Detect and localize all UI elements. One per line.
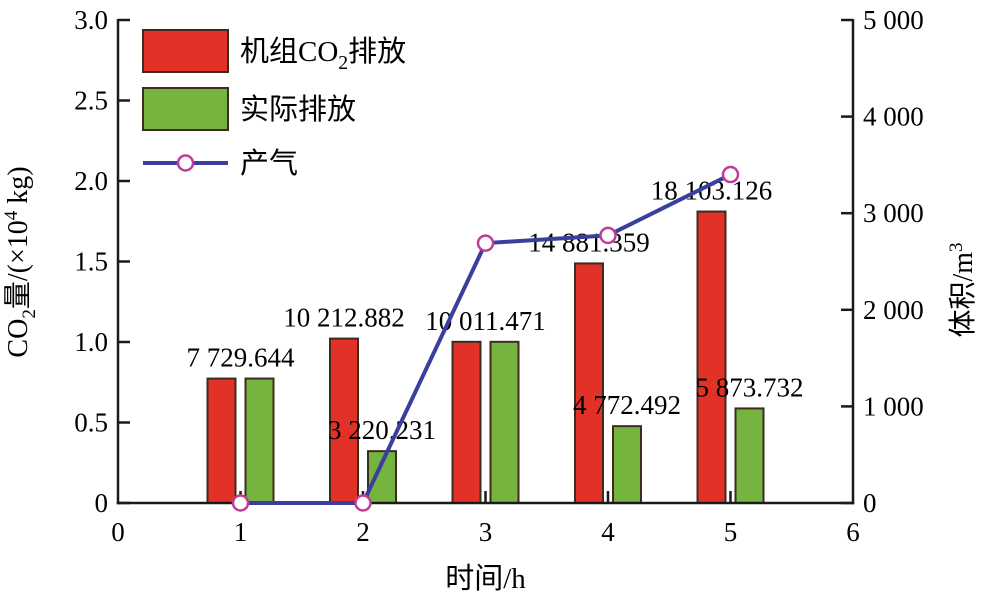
x-tick-label: 6 (846, 517, 860, 547)
right-tick-label: 5 000 (863, 5, 924, 35)
y-axis-label-left: CO2量/(×104 kg) (1, 166, 40, 357)
x-tick-label: 2 (356, 517, 370, 547)
legend-label-actual: 实际排放 (240, 93, 356, 126)
right-tick-label: 4 000 (863, 102, 924, 132)
bar-value-label: 18 103.126 (651, 176, 773, 206)
bar-value-label: 10 212.882 (283, 303, 405, 333)
legend-label-gas: 产气 (240, 147, 298, 180)
x-tick-label: 1 (234, 517, 248, 547)
bar-value-label: 3 220.231 (328, 415, 436, 445)
gas-production-marker (476, 234, 495, 252)
left-tick-label: 2.5 (74, 86, 108, 116)
bar-value-label: 4 772.492 (573, 390, 681, 420)
legend-swatch-gas-marker (176, 154, 195, 172)
gas-production-marker (231, 494, 250, 512)
x-tick-label: 0 (111, 517, 125, 547)
bar-unit-co2-x4 (574, 262, 604, 504)
legend-swatch-actual (142, 87, 229, 131)
bar-actual-x5 (734, 407, 765, 505)
bar-value-label: 5 873.732 (696, 372, 804, 402)
bar-value-label: 7 729.644 (187, 343, 296, 373)
left-tick-label: 2.0 (74, 166, 108, 196)
legend-swatch-unit-co2 (142, 29, 229, 73)
bar-unit-co2-x3 (451, 340, 482, 504)
bar-actual-x3 (489, 340, 520, 504)
gas-production-marker (721, 165, 740, 184)
bar-unit-co2-x5 (696, 210, 727, 504)
bar-value-label: 14 881.359 (528, 227, 650, 257)
y-axis-label-right: 体积/m3 (946, 242, 979, 337)
x-tick-label: 3 (479, 517, 493, 547)
bar-actual-x4 (612, 425, 642, 504)
x-axis-label: 时间/h (445, 562, 526, 595)
bar-actual-x1 (244, 377, 275, 504)
gas-production-line (240, 172, 732, 505)
gas-production-marker (599, 226, 617, 245)
left-tick-label: 0 (95, 488, 109, 518)
legend-label-unit-co2: 机组CO2排放 (240, 35, 406, 74)
gas-production-marker (354, 494, 372, 512)
x-tick-label: 4 (601, 517, 615, 547)
right-tick-label: 2 000 (863, 295, 924, 325)
left-tick-label: 1.5 (74, 247, 108, 277)
right-tick-label: 0 (863, 488, 877, 518)
left-tick-label: 0.5 (74, 408, 108, 438)
bar-unit-co2-x1 (206, 377, 237, 504)
left-tick-label: 3.0 (74, 5, 108, 35)
x-tick-label: 5 (724, 517, 738, 547)
right-tick-label: 3 000 (863, 198, 924, 228)
left-tick-label: 1.0 (74, 327, 108, 357)
right-tick-label: 1 000 (863, 391, 924, 421)
